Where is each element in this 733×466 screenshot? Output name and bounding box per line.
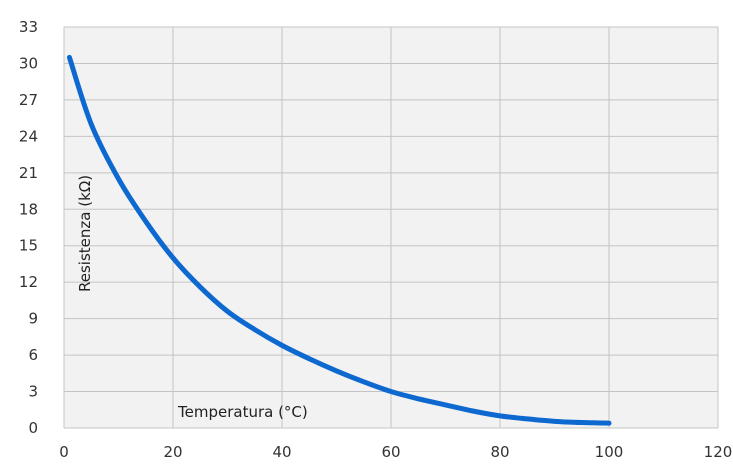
- x-axis-ticks: 0 20 40 60 80 100 120: [59, 443, 732, 461]
- x-tick-label: 80: [490, 443, 509, 461]
- y-tick-label: 12: [19, 273, 38, 291]
- x-tick-label: 0: [59, 443, 69, 461]
- y-tick-label: 30: [19, 54, 38, 72]
- y-axis-label: Resistenza (kΩ): [76, 175, 94, 292]
- x-tick-label: 20: [163, 443, 182, 461]
- grid: [63, 26, 719, 429]
- x-axis-label: Temperatura (°C): [177, 403, 308, 421]
- x-tick-label: 120: [704, 443, 733, 461]
- x-tick-label: 40: [272, 443, 291, 461]
- y-tick-label: 3: [28, 383, 38, 401]
- y-tick-label: 24: [19, 127, 38, 145]
- x-tick-label: 60: [381, 443, 400, 461]
- y-tick-label: 33: [19, 18, 38, 36]
- x-tick-label: 100: [595, 443, 624, 461]
- y-tick-label: 15: [19, 237, 38, 255]
- y-tick-label: 21: [19, 164, 38, 182]
- y-axis-ticks: 0 3 6 9 12 15 18 21 24 27 30 33: [19, 18, 38, 437]
- y-tick-label: 27: [19, 91, 38, 109]
- y-tick-label: 9: [28, 310, 38, 328]
- y-tick-label: 18: [19, 200, 38, 218]
- y-tick-label: 6: [28, 346, 38, 364]
- y-tick-label: 0: [28, 419, 38, 437]
- resistance-curve: [66, 54, 612, 426]
